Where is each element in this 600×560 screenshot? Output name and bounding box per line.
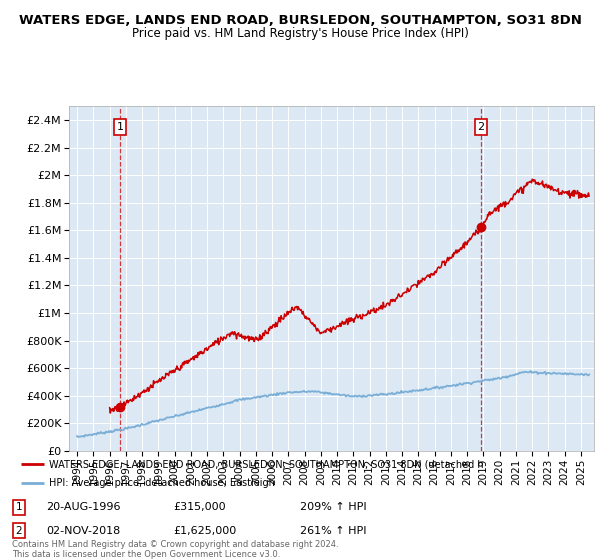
Text: WATERS EDGE, LANDS END ROAD, BURSLEDON, SOUTHAMPTON, SO31 8DN: WATERS EDGE, LANDS END ROAD, BURSLEDON, … xyxy=(19,14,581,27)
Text: 1: 1 xyxy=(116,122,124,132)
Text: £315,000: £315,000 xyxy=(173,502,226,512)
Text: 261% ↑ HPI: 261% ↑ HPI xyxy=(300,526,367,536)
Text: 209% ↑ HPI: 209% ↑ HPI xyxy=(300,502,367,512)
Text: Price paid vs. HM Land Registry's House Price Index (HPI): Price paid vs. HM Land Registry's House … xyxy=(131,27,469,40)
Text: 1: 1 xyxy=(16,502,22,512)
Text: Contains HM Land Registry data © Crown copyright and database right 2024.
This d: Contains HM Land Registry data © Crown c… xyxy=(12,540,338,559)
Text: 2: 2 xyxy=(16,526,22,536)
Text: 2: 2 xyxy=(478,122,484,132)
Text: WATERS EDGE, LANDS END ROAD, BURSLEDON, SOUTHAMPTON, SO31 8DN (detached h: WATERS EDGE, LANDS END ROAD, BURSLEDON, … xyxy=(49,460,484,469)
Text: £1,625,000: £1,625,000 xyxy=(173,526,236,536)
Text: HPI: Average price, detached house, Eastleigh: HPI: Average price, detached house, East… xyxy=(49,478,275,488)
Text: 02-NOV-2018: 02-NOV-2018 xyxy=(47,526,121,536)
Text: 20-AUG-1996: 20-AUG-1996 xyxy=(47,502,121,512)
